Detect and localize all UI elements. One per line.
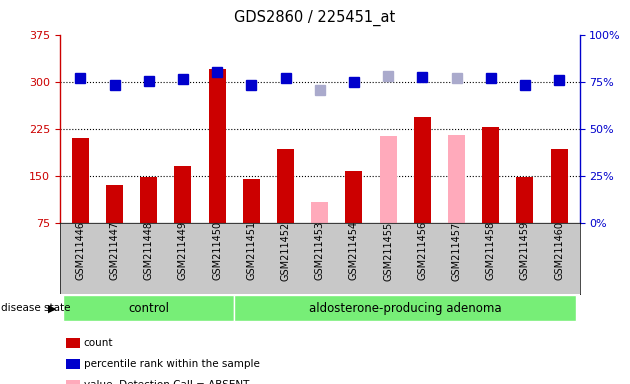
- Bar: [243, 179, 260, 223]
- Bar: [551, 149, 568, 223]
- Bar: [72, 138, 89, 223]
- Text: GDS2860 / 225451_at: GDS2860 / 225451_at: [234, 10, 396, 26]
- Bar: [209, 69, 226, 223]
- Bar: [277, 149, 294, 223]
- Bar: [345, 171, 362, 223]
- Text: count: count: [84, 338, 113, 348]
- Text: percentile rank within the sample: percentile rank within the sample: [84, 359, 260, 369]
- Bar: [414, 118, 431, 223]
- Text: disease state: disease state: [1, 303, 70, 313]
- Bar: [482, 127, 499, 223]
- Bar: [379, 136, 397, 223]
- Bar: [175, 166, 192, 223]
- Text: value, Detection Call = ABSENT: value, Detection Call = ABSENT: [84, 380, 249, 384]
- Text: ▶: ▶: [49, 303, 57, 313]
- Bar: [448, 135, 465, 223]
- Bar: [517, 177, 534, 223]
- Text: control: control: [129, 302, 169, 314]
- Text: aldosterone-producing adenoma: aldosterone-producing adenoma: [309, 302, 501, 314]
- Bar: [106, 185, 123, 223]
- Bar: [140, 177, 158, 223]
- Bar: [234, 295, 576, 321]
- Bar: [311, 202, 328, 223]
- Bar: [63, 295, 234, 321]
